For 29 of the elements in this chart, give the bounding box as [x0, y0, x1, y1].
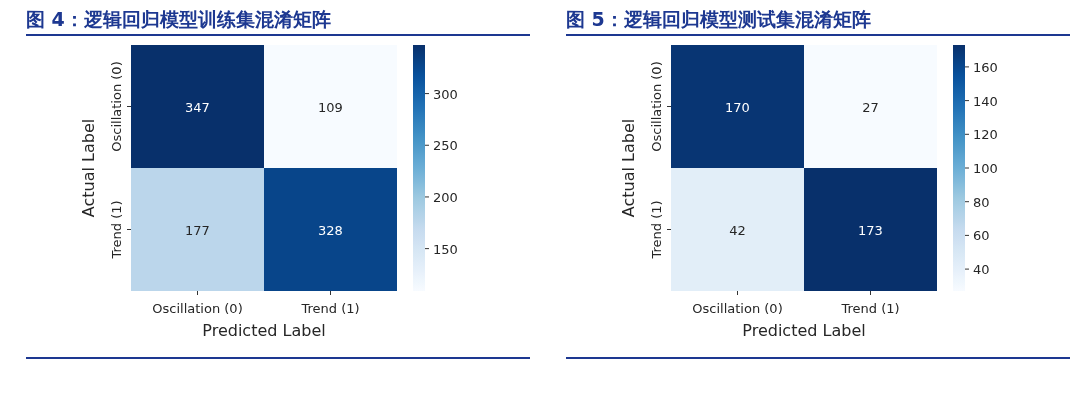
- x-tick-label: Trend (1): [300, 301, 360, 316]
- color-bar-label: 160: [973, 59, 998, 75]
- x-axis-title: Predicted Label: [202, 321, 326, 340]
- y-axis-title: Actual Label: [619, 118, 638, 218]
- x-tick-label: Oscillation (0): [152, 301, 243, 316]
- color-bar-label: 100: [973, 161, 998, 176]
- x-tick-label: Oscillation (0): [692, 301, 783, 316]
- data-label: 27: [862, 99, 879, 115]
- color-bar-label: 80: [973, 194, 990, 210]
- data-label: 173: [858, 222, 883, 238]
- data-label: 109: [318, 99, 343, 115]
- color-bar-label: 120: [973, 127, 998, 143]
- color-bar-label: 140: [973, 93, 998, 109]
- data-label: 347: [185, 99, 210, 115]
- data-label: 328: [318, 222, 343, 238]
- color-bar-label: 250: [433, 138, 458, 154]
- color-bar-label: 60: [973, 228, 990, 244]
- color-bar-label: 40: [973, 262, 990, 278]
- data-label: 42: [729, 222, 746, 238]
- color-bar-label: 200: [433, 189, 458, 205]
- chart-title: 图 4：逻辑回归模型训练集混淆矩阵: [26, 8, 331, 30]
- chart-title: 图 5：逻辑回归模型测试集混淆矩阵: [566, 8, 871, 30]
- color-bar-label: 300: [433, 86, 458, 102]
- data-label: 177: [185, 222, 210, 238]
- x-tick-label: Trend (1): [840, 301, 900, 316]
- y-axis-title: Actual Label: [79, 118, 98, 218]
- x-axis-title: Predicted Label: [742, 321, 866, 340]
- data-label: 170: [725, 99, 750, 115]
- color-bar-label: 150: [433, 241, 458, 257]
